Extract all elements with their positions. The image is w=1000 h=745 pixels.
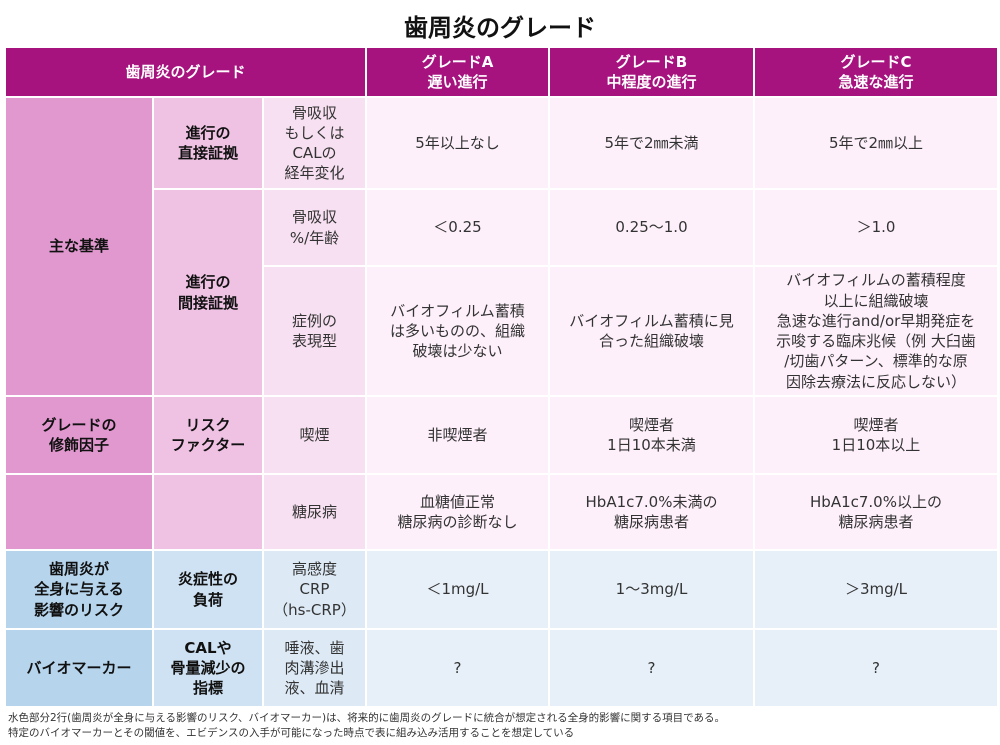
grade-b-cell: 喫煙者 1日10本未満: [548, 395, 755, 475]
footnote-line-2: 特定のバイオマーカーとその閾値を、エビデンスの入手が可能になった時点で表に組み込…: [8, 727, 575, 740]
biomarker-label: バイオマーカー: [4, 628, 154, 708]
grade-b-cell: 1〜3mg/L: [548, 549, 755, 630]
direct-evidence-label: 進行の 直接証拠: [152, 96, 264, 190]
main-criteria-label: 主な基準: [4, 96, 154, 397]
header-grade-a: グレードA 遅い進行: [365, 46, 550, 98]
page-title: 歯周炎のグレード: [404, 14, 596, 42]
grade-b-cell: 5年で2㎜未満: [548, 96, 755, 190]
footnote: 水色部分2行(歯周炎が全身に与える影響のリスク、バイオマーカー)は、将来的に歯周…: [8, 711, 993, 741]
grade-c-cell: HbA1c7.0%以上の 糖尿病患者: [753, 473, 999, 551]
grade-a-cell: 5年以上なし: [365, 96, 550, 190]
modifiers-blank-cell: [4, 473, 154, 551]
grade-b-cell: ?: [548, 628, 755, 708]
header-grade-b: グレードB 中程度の進行: [548, 46, 755, 98]
grade-c-cell: ＞3mg/L: [753, 549, 999, 630]
risk-factor-blank-cell: [152, 473, 264, 551]
risk-factor-label: リスク ファクター: [152, 395, 264, 475]
header-row: 歯周炎のグレード グレードA 遅い進行 グレードB 中程度の進行 グレードC 急…: [4, 46, 999, 98]
table-row: 歯周炎が 全身に与える 影響のリスク 炎症性の 負荷 高感度 CRP （hs-C…: [4, 549, 999, 630]
grade-b-cell: バイオフィルム蓄積に見 合った組織破壊: [548, 265, 755, 397]
grade-b-cell: 0.25〜1.0: [548, 188, 755, 267]
grade-table: 歯周炎のグレード グレードA 遅い進行 グレードB 中程度の進行 グレードC 急…: [4, 46, 999, 708]
grade-c-cell: ?: [753, 628, 999, 708]
table-row: 糖尿病 血糖値正常 糖尿病の診断なし HbA1c7.0%未満の 糖尿病患者 Hb…: [4, 473, 999, 551]
measure-cell: 高感度 CRP （hs-CRP）: [262, 549, 367, 630]
measure-cell: 骨吸収 %/年齢: [262, 188, 367, 267]
grade-c-cell: ＞1.0: [753, 188, 999, 267]
cal-indicator-label: CALや 骨量減少の 指標: [152, 628, 264, 708]
grade-b-cell: HbA1c7.0%未満の 糖尿病患者: [548, 473, 755, 551]
grade-a-cell: バイオフィルム蓄積 は多いものの、組織 破壊は少ない: [365, 265, 550, 397]
measure-cell: 唾液、歯 肉溝滲出 液、血清: [262, 628, 367, 708]
table-row: 症例の 表現型 バイオフィルム蓄積 は多いものの、組織 破壊は少ない バイオフィ…: [5, 265, 999, 397]
indirect-evidence-label: 進行の 間接証拠: [152, 188, 264, 397]
grade-a-cell: ＜1mg/L: [365, 549, 550, 630]
grade-a-cell: ?: [365, 628, 550, 708]
footnote-line-1: 水色部分2行(歯周炎が全身に与える影響のリスク、バイオマーカー)は、将来的に歯周…: [8, 712, 726, 724]
grade-c-cell: 5年で2㎜以上: [753, 96, 999, 190]
measure-cell: 骨吸収 もしくは CALの 経年変化: [262, 96, 367, 190]
grade-a-cell: ＜0.25: [365, 188, 550, 267]
table-row: グレードの 修飾因子 リスク ファクター 喫煙 非喫煙者 喫煙者 1日10本未満…: [4, 395, 999, 475]
grade-a-cell: 非喫煙者: [365, 395, 550, 475]
grade-c-cell: 喫煙者 1日10本以上: [753, 395, 999, 475]
table-row: 進行の 間接証拠 骨吸収 %/年齢 ＜0.25 0.25〜1.0 ＞1.0: [5, 188, 999, 397]
systemic-risk-label: 歯周炎が 全身に与える 影響のリスク: [4, 549, 154, 630]
header-label: 歯周炎のグレード: [4, 46, 367, 98]
measure-cell: 喫煙: [262, 395, 367, 475]
modifiers-label: グレードの 修飾因子: [4, 395, 154, 475]
header-grade-c: グレードC 急速な進行: [753, 46, 999, 98]
table-row: 主な基準 進行の 直接証拠 骨吸収 もしくは CALの 経年変化 5年以上なし …: [4, 96, 999, 397]
grade-a-cell: 血糖値正常 糖尿病の診断なし: [365, 473, 550, 551]
table-row: バイオマーカー CALや 骨量減少の 指標 唾液、歯 肉溝滲出 液、血清 ? ?…: [4, 628, 999, 708]
measure-cell: 糖尿病: [262, 473, 367, 551]
measure-cell: 症例の 表現型: [262, 265, 367, 397]
inflammatory-burden-label: 炎症性の 負荷: [152, 549, 264, 630]
grade-c-cell: バイオフィルムの蓄積程度 以上に組織破壊 急速な進行and/or早期発症を 示唆…: [753, 265, 999, 397]
